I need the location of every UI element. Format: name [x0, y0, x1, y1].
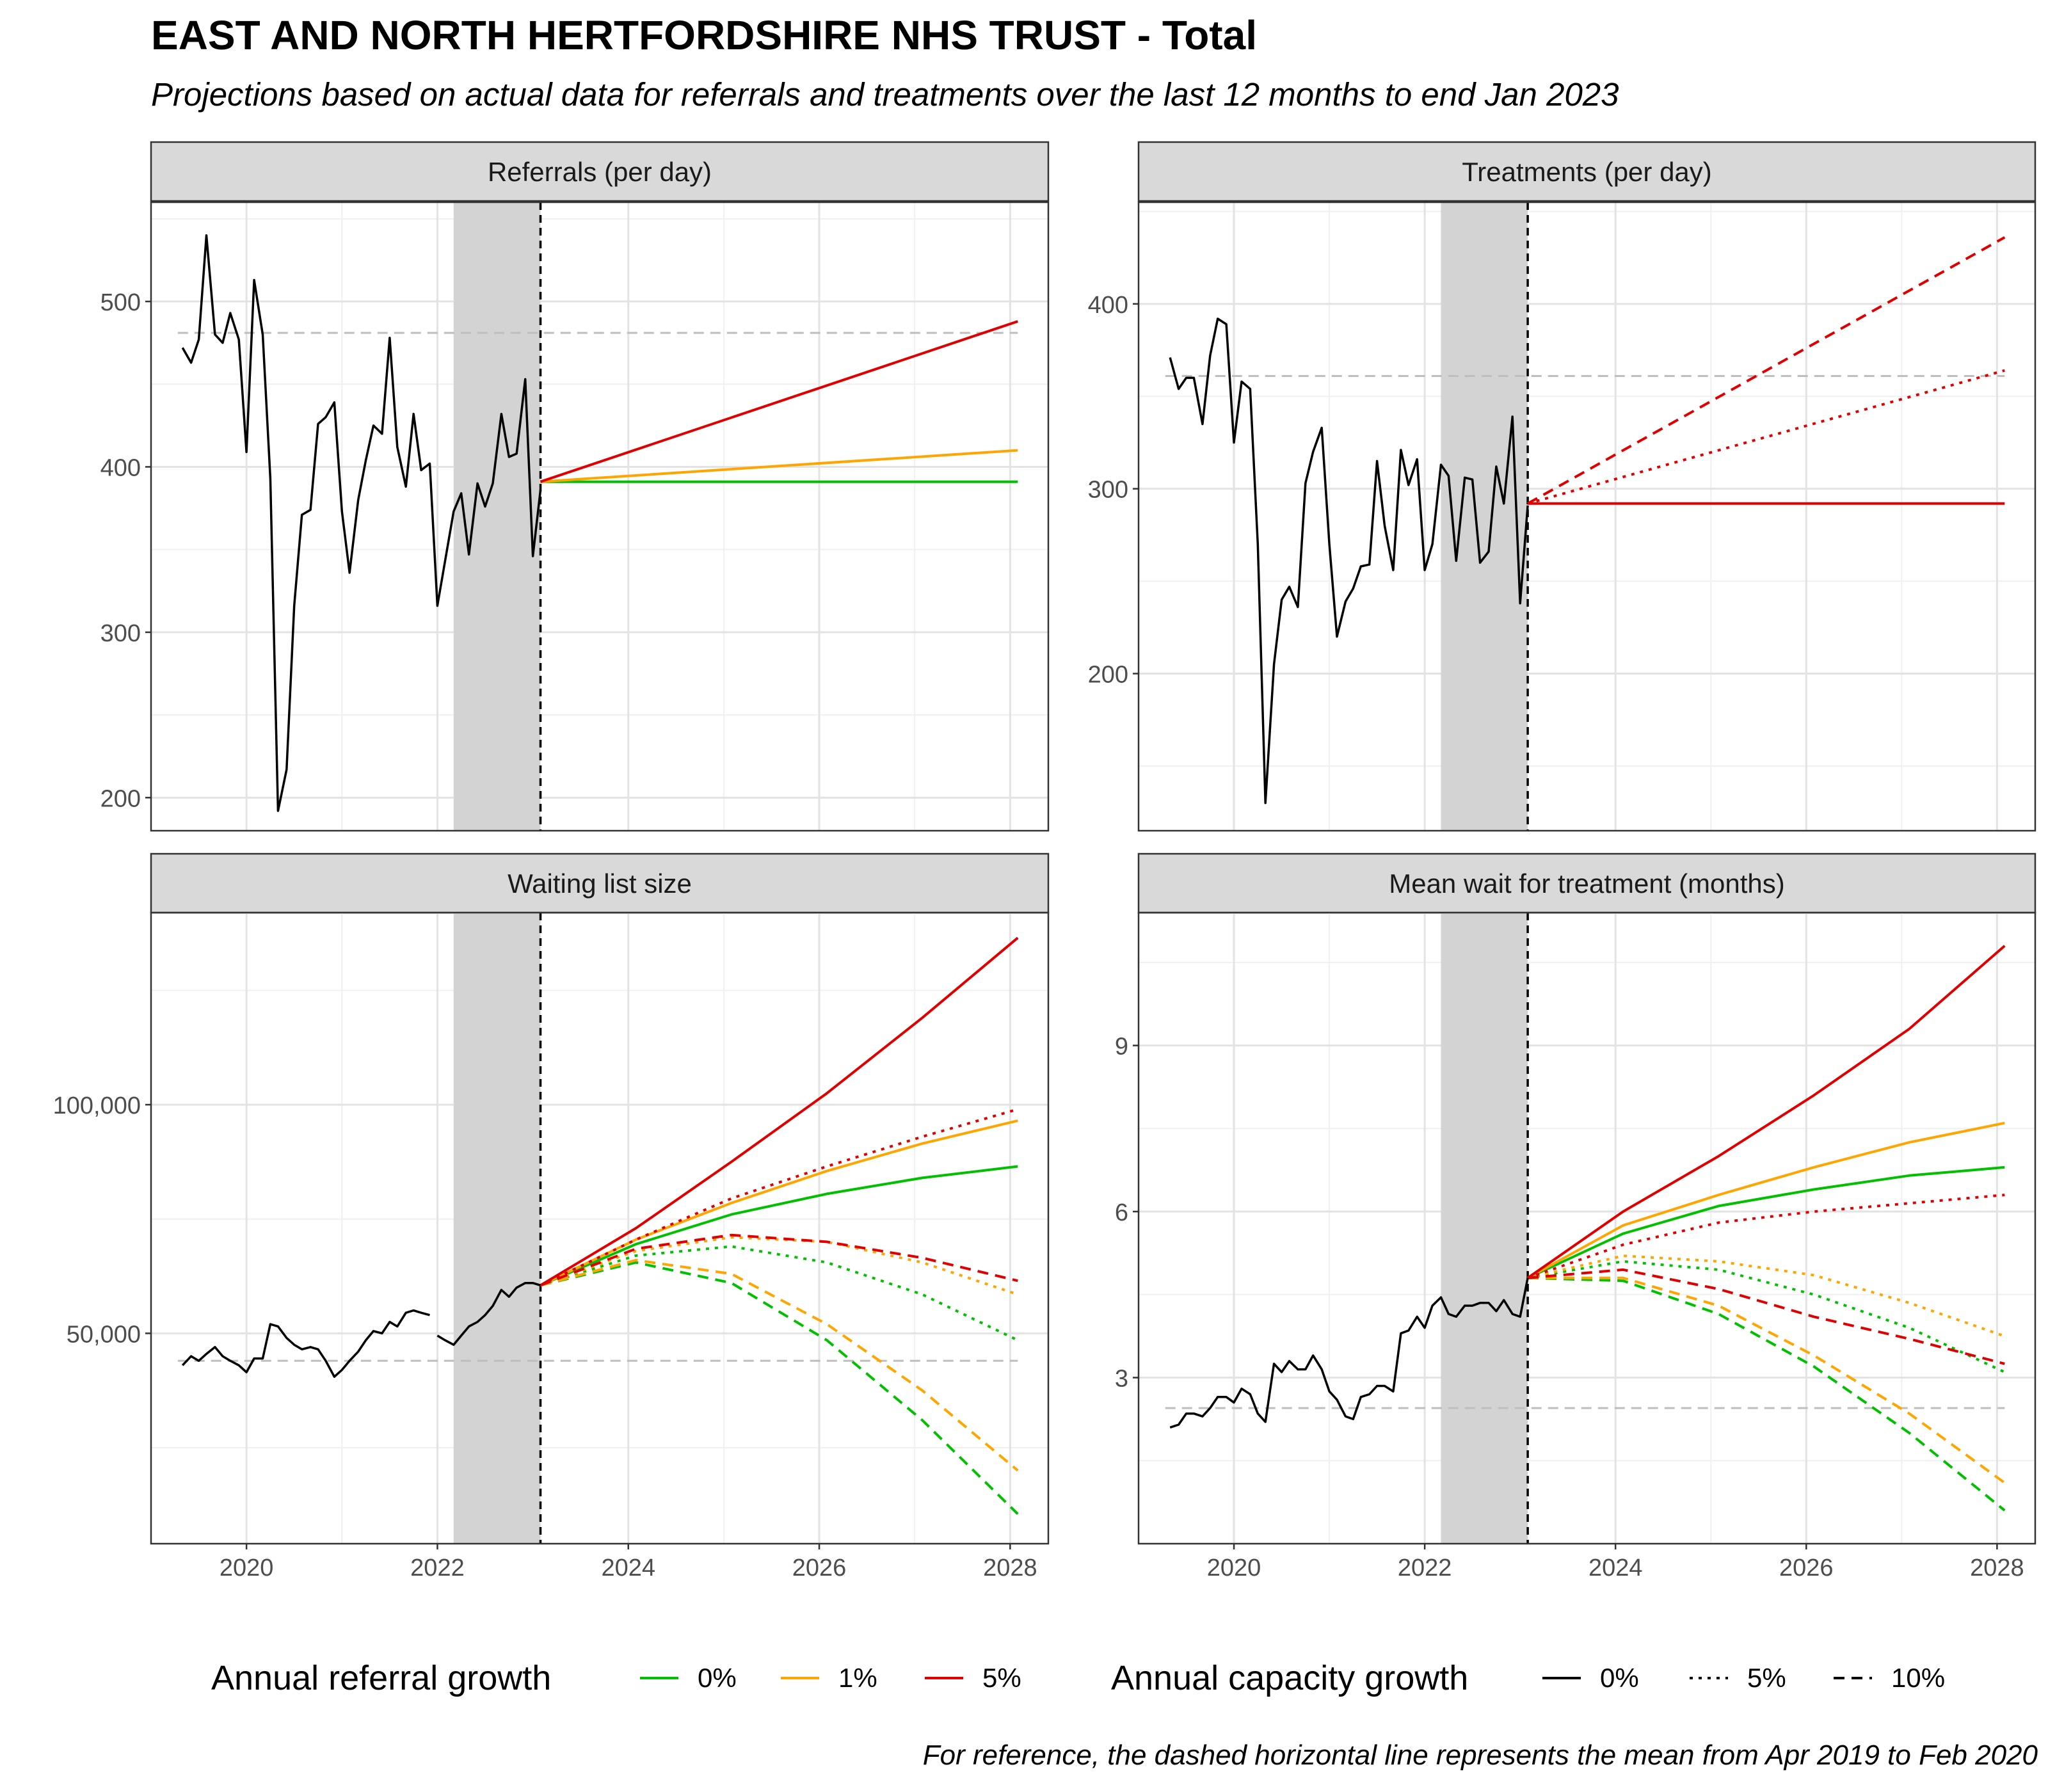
plot-area — [1165, 913, 2006, 1544]
shaded-region — [453, 913, 541, 1544]
y-tick-label: 6 — [1115, 1199, 1128, 1226]
y-tick-label: 3 — [1115, 1366, 1128, 1393]
y-tick-label: 50,000 — [67, 1321, 141, 1348]
projection-line — [540, 449, 1018, 483]
panel-title: Waiting list size — [508, 868, 692, 899]
projection-line — [1527, 236, 2006, 505]
chart-title: EAST AND NORTH HERTFORDSHIRE NHS TRUST -… — [151, 12, 1257, 58]
plot-area — [1165, 202, 2006, 831]
legend-label-capacity: 0% — [1600, 1663, 1639, 1693]
panel-title: Referrals (per day) — [488, 157, 712, 187]
panel-border — [1137, 201, 2036, 832]
x-tick-label: 2026 — [792, 1555, 847, 1581]
plot-area — [177, 202, 1018, 831]
panel-strip — [1137, 852, 2036, 914]
panel-border — [150, 201, 1050, 832]
y-tick-label: 500 — [100, 289, 141, 316]
projection-line — [540, 1108, 1018, 1287]
shaded-region — [453, 202, 541, 831]
projection-line — [1527, 1254, 2005, 1338]
legend-label-capacity: 5% — [1747, 1663, 1786, 1693]
y-tick-label: 300 — [100, 620, 141, 647]
projection-line — [1528, 1276, 2006, 1512]
actual-line — [436, 1281, 541, 1346]
projection-line — [1527, 1165, 2005, 1279]
shaded-region — [1441, 202, 1528, 831]
panel-strip — [150, 852, 1050, 914]
panel-border — [150, 911, 1050, 1545]
projection-line — [1526, 945, 2006, 1279]
panel-title: Mean wait for treatment (months) — [1389, 868, 1785, 899]
projection-line — [1528, 1276, 2006, 1484]
projection-line — [1527, 1268, 2005, 1365]
projection-line — [540, 320, 1018, 483]
projection-line — [540, 1259, 1019, 1472]
legend: Annual referral growth 0% 1% 5% Annual capac… — [211, 1659, 1945, 1697]
panel-3: Waiting list size 50,000 100,000 2020 2022 20… — [53, 852, 1050, 1581]
x-tick-label: 2020 — [220, 1555, 274, 1581]
projection-line — [540, 1165, 1018, 1287]
x-tick-label: 2028 — [1970, 1555, 2024, 1581]
x-tick-label: 2026 — [1779, 1555, 1834, 1581]
legend-label-capacity: 10% — [1891, 1663, 1945, 1693]
panel-strip — [1137, 141, 2036, 202]
chart-caption: For reference, the dashed horizontal lin… — [922, 1740, 2038, 1771]
x-tick-label: 2020 — [1207, 1555, 1261, 1581]
projection-line — [1527, 1121, 2005, 1279]
x-tick-label: 2022 — [1398, 1555, 1452, 1581]
y-tick-label: 200 — [100, 785, 141, 812]
x-tick-label: 2022 — [410, 1555, 465, 1581]
x-tick-label: 2024 — [1588, 1555, 1643, 1581]
panel-2: Treatments (per day) 200 300 400 — [1088, 141, 2036, 832]
panel-1: Referrals (per day) 200 300 400 500 — [100, 141, 1050, 832]
chart-subtitle: Projections based on actual data for ref… — [151, 76, 1619, 113]
x-tick-label: 2024 — [601, 1555, 655, 1581]
panel-strip — [150, 141, 1050, 202]
projection-line — [540, 1245, 1019, 1341]
projection-line — [540, 936, 1019, 1287]
actual-line — [181, 1309, 430, 1378]
x-tick-label: 2028 — [983, 1555, 1037, 1581]
shaded-region — [1441, 913, 1528, 1544]
projection-line — [1527, 369, 2005, 505]
y-tick-label: 300 — [1088, 477, 1128, 504]
y-tick-label: 200 — [1088, 662, 1128, 689]
y-tick-label: 9 — [1115, 1034, 1128, 1060]
projection-line — [540, 1119, 1018, 1287]
y-tick-label: 400 — [1088, 292, 1128, 319]
panel-4: Mean wait for treatment (months) 3 6 9 2020 2… — [1115, 852, 2036, 1581]
panel-title: Treatments (per day) — [1462, 157, 1712, 187]
legend-title-referral: Annual referral growth — [211, 1659, 551, 1697]
actual-line — [1169, 1277, 1529, 1429]
projection-line — [540, 1261, 1019, 1516]
panel-border — [1137, 911, 2036, 1545]
actual-line — [1169, 317, 1529, 804]
legend-label-referral: 5% — [982, 1663, 1021, 1693]
legend-label-referral: 0% — [698, 1663, 737, 1693]
panels-layer: Referrals (per day) 200 300 400 500 Treatment… — [53, 141, 2036, 1581]
projection-line — [1527, 1260, 2006, 1373]
y-tick-label: 100,000 — [53, 1092, 141, 1119]
plot-area — [177, 913, 1019, 1544]
legend-title-capacity: Annual capacity growth — [1111, 1659, 1468, 1697]
legend-label-referral: 1% — [838, 1663, 877, 1693]
actual-line — [181, 234, 542, 812]
y-tick-label: 400 — [100, 454, 141, 481]
